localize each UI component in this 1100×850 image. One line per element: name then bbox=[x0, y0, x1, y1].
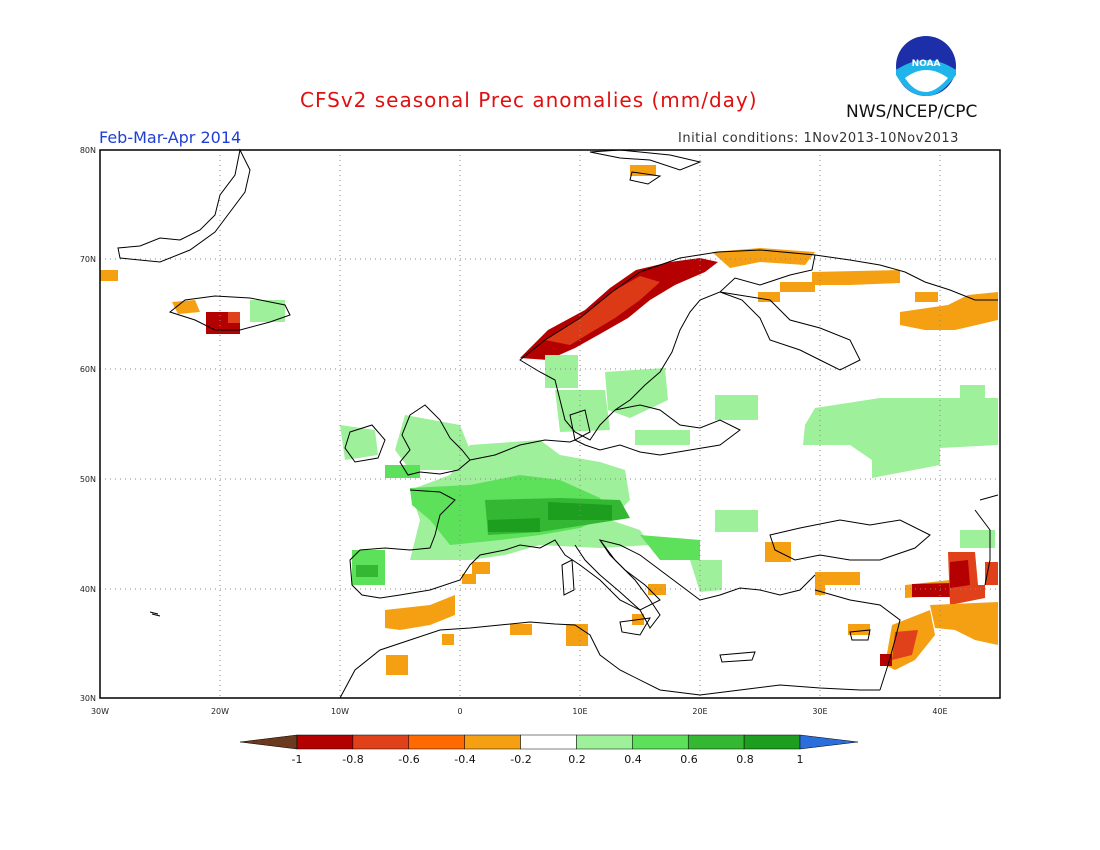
anomaly-field bbox=[100, 165, 998, 675]
colorbar-cell bbox=[632, 734, 689, 750]
map-title: CFSv2 seasonal Prec anomalies (mm/day) bbox=[300, 88, 758, 112]
colorbar-label: 0.2 bbox=[568, 753, 586, 766]
season-label: Feb-Mar-Apr 2014 bbox=[99, 128, 242, 147]
colorbar-cell bbox=[464, 734, 521, 750]
organization-label: NWS/NCEP/CPC bbox=[846, 102, 978, 122]
longitude-labels: 30W 20W 10W 0 10E 20E 30E 40E bbox=[91, 707, 948, 716]
colorbar-label: -0.8 bbox=[342, 753, 363, 766]
colorbar-label: -0.4 bbox=[454, 753, 475, 766]
lon-label: 30W bbox=[91, 707, 109, 716]
lat-label: 30N bbox=[80, 694, 96, 703]
lon-label: 10W bbox=[331, 707, 349, 716]
colorbar-label: -0.6 bbox=[398, 753, 419, 766]
noaa-logo-icon: NOAA bbox=[896, 36, 956, 97]
colorbar-label: -1 bbox=[292, 753, 303, 766]
colorbar-cell bbox=[296, 734, 354, 750]
lon-label: 10E bbox=[572, 707, 587, 716]
coastlines bbox=[117, 148, 999, 699]
colorbar-cell bbox=[743, 734, 801, 750]
colorbar-label: 1 bbox=[797, 753, 804, 766]
lat-label: 40N bbox=[80, 585, 96, 594]
colorbar-label: 0.6 bbox=[680, 753, 698, 766]
colorbar-label: 0.8 bbox=[736, 753, 754, 766]
colorbar-cell bbox=[576, 734, 633, 750]
map-frame bbox=[99, 149, 1001, 699]
lon-label: 20W bbox=[211, 707, 229, 716]
lat-label: 60N bbox=[80, 365, 96, 374]
colorbar-cell bbox=[352, 734, 410, 750]
lat-label: 70N bbox=[80, 255, 96, 264]
colorbar-cell bbox=[408, 734, 465, 750]
lon-label: 0 bbox=[457, 707, 462, 716]
logo-text: NOAA bbox=[912, 59, 941, 69]
colorbar-high-arrow bbox=[799, 734, 859, 750]
lon-label: 30E bbox=[812, 707, 827, 716]
lon-label: 40E bbox=[932, 707, 947, 716]
colorbar-legend: -1 -0.8 -0.6 -0.4 -0.2 0.2 0.4 0.6 0.8 1 bbox=[239, 734, 859, 766]
lat-label: 50N bbox=[80, 475, 96, 484]
lon-label: 20E bbox=[692, 707, 707, 716]
colorbar-cell bbox=[687, 734, 745, 750]
colorbar-label: 0.4 bbox=[624, 753, 642, 766]
initial-conditions-label: Initial conditions: 1Nov2013-10Nov2013 bbox=[678, 131, 959, 146]
latitude-labels: 30N 40N 50N 60N 70N 80N bbox=[80, 146, 96, 703]
lat-label: 80N bbox=[80, 146, 96, 155]
colorbar-cell bbox=[520, 734, 577, 750]
colorbar-low-arrow bbox=[239, 734, 298, 750]
colorbar-label: -0.2 bbox=[510, 753, 531, 766]
graticule bbox=[100, 150, 1000, 698]
